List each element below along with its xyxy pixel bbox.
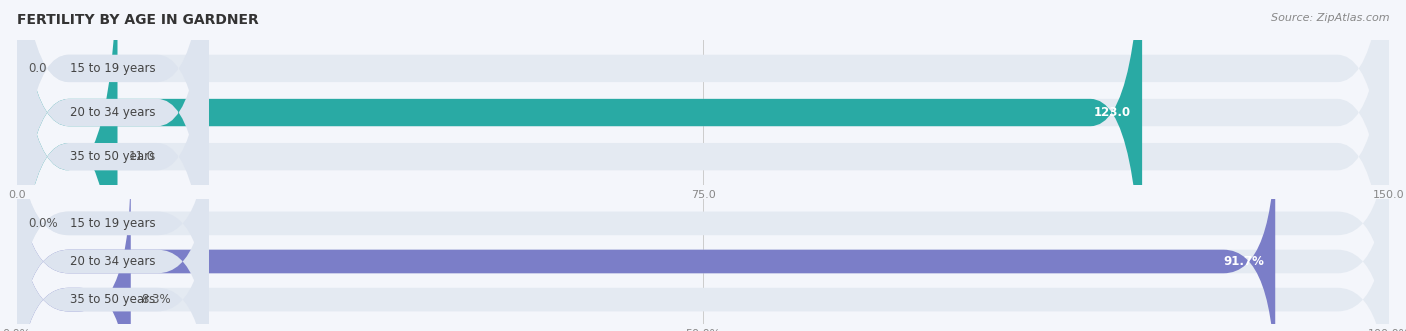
Text: 20 to 34 years: 20 to 34 years [70, 255, 156, 268]
FancyBboxPatch shape [17, 0, 1389, 304]
FancyBboxPatch shape [17, 168, 131, 331]
FancyBboxPatch shape [17, 92, 209, 331]
FancyBboxPatch shape [17, 168, 209, 331]
Text: FERTILITY BY AGE IN GARDNER: FERTILITY BY AGE IN GARDNER [17, 13, 259, 27]
FancyBboxPatch shape [17, 130, 209, 331]
Text: 35 to 50 years: 35 to 50 years [70, 150, 156, 163]
FancyBboxPatch shape [17, 130, 1389, 331]
Text: 0.0%: 0.0% [28, 217, 58, 230]
FancyBboxPatch shape [17, 168, 1389, 331]
Text: 91.7%: 91.7% [1223, 255, 1264, 268]
FancyBboxPatch shape [17, 0, 1142, 331]
Text: Source: ZipAtlas.com: Source: ZipAtlas.com [1271, 13, 1389, 23]
FancyBboxPatch shape [17, 130, 1275, 331]
Text: 8.3%: 8.3% [142, 293, 172, 306]
FancyBboxPatch shape [17, 0, 1389, 331]
FancyBboxPatch shape [17, 92, 1389, 331]
Text: 15 to 19 years: 15 to 19 years [70, 217, 156, 230]
Text: 11.0: 11.0 [128, 150, 155, 163]
Text: 20 to 34 years: 20 to 34 years [70, 106, 156, 119]
FancyBboxPatch shape [17, 0, 1389, 331]
Text: 35 to 50 years: 35 to 50 years [70, 293, 156, 306]
Text: 15 to 19 years: 15 to 19 years [70, 62, 156, 75]
FancyBboxPatch shape [17, 0, 118, 331]
FancyBboxPatch shape [17, 0, 209, 331]
Text: 123.0: 123.0 [1094, 106, 1132, 119]
FancyBboxPatch shape [17, 0, 209, 304]
Text: 0.0: 0.0 [28, 62, 46, 75]
FancyBboxPatch shape [17, 0, 209, 331]
